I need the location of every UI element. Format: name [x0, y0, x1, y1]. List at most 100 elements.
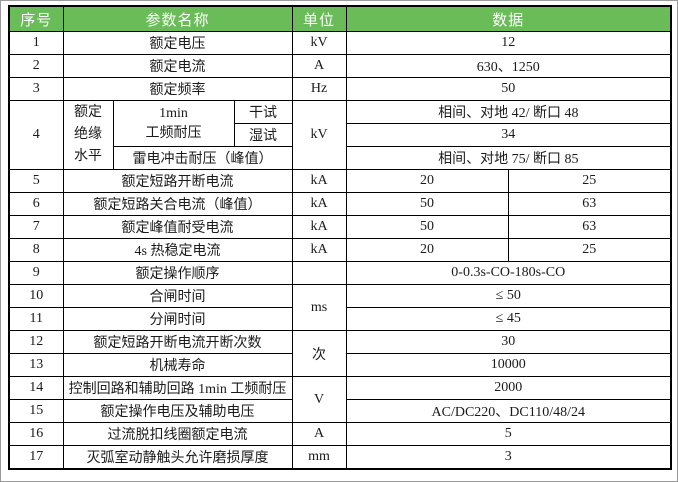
row-9-name: 额定操作顺序 [62, 261, 293, 285]
table-container: 序号 参数名称 单位 数据 1 额定电压 kV 12 2 额定电流 A 630、 [1, 1, 677, 474]
header-row: 序号 参数名称 单位 数据 [8, 5, 672, 32]
row-4-group-line3: 水平 [74, 149, 102, 164]
row-1-no: 1 [8, 31, 64, 55]
row-7-name: 额定峰值耐受电流 [62, 215, 293, 239]
row-16-data: 5 [345, 422, 672, 446]
row-10-name: 合闸时间 [62, 284, 293, 308]
row-4-lightning-data: 相间、对地 75/ 断口 85 [345, 146, 672, 170]
row-9-no: 9 [8, 261, 64, 285]
row-15-name: 额定操作电压及辅助电压 [62, 399, 293, 423]
header-col-data: 数据 [345, 5, 672, 32]
row-2-no: 2 [8, 54, 64, 78]
row-6-name: 额定短路关合电流（峰值） [62, 192, 293, 216]
row-17-no: 17 [8, 445, 64, 469]
row-7-unit: kA [291, 215, 347, 239]
row-7-no: 7 [8, 215, 64, 239]
row-5-data2: 25 [507, 169, 672, 193]
row-10-no: 10 [8, 284, 64, 308]
row-4-wet-label: 湿试 [233, 123, 293, 147]
table-row: 14 控制回路和辅助回路 1min 工频耐压 V 2000 [8, 376, 672, 423]
table-row: 2 额定电流 A 630、1250 [8, 54, 672, 78]
table-row: 16 过流脱扣线圈额定电流 A 5 [8, 422, 672, 446]
row-4-wet-data: 34 [345, 123, 672, 147]
table-row: 湿试 34 [9, 123, 672, 147]
table-row: 17 灭弧室动静触头允许磨损厚度 mm 3 [8, 445, 672, 469]
row-14-15-unit: V [291, 376, 347, 423]
table-row: 5 额定短路开断电流 kA 20 25 [8, 169, 672, 193]
row-17-unit: mm [291, 445, 347, 469]
table-row: 6 额定短路关合电流（峰值） kA 50 63 [8, 192, 672, 216]
row-10-data: ≤ 50 [345, 284, 672, 308]
row-14-name: 控制回路和辅助回路 1min 工频耐压 [62, 376, 293, 400]
row-13-no: 13 [8, 353, 64, 377]
row-9-unit [291, 261, 347, 285]
row-13-data: 10000 [345, 353, 672, 377]
header-col-unit: 单位 [291, 5, 347, 32]
row-8-unit: kA [291, 238, 347, 262]
row-5-name: 额定短路开断电流 [62, 169, 293, 193]
row-6-data1: 50 [345, 192, 509, 216]
table-row: 12 额定短路开断电流开断次数 次 30 [8, 330, 672, 377]
row-4-freq-withstand-label: 1min 工频耐压 [112, 100, 235, 147]
row-16-unit: A [291, 422, 347, 446]
table-row: 8 4s 热稳定电流 kA 20 25 [8, 238, 672, 262]
row-17-name: 灭弧室动静触头允许磨损厚度 [62, 445, 293, 469]
row-15-data: AC/DC220、DC110/48/24 [345, 399, 672, 423]
table-row: 4 额定 绝缘 水平 1min 工频耐压 干试 kV 相间、对地 42/ 断口 … [8, 100, 672, 170]
row-12-data: 30 [345, 330, 672, 354]
row-1-data: 12 [345, 31, 672, 55]
row-7-data2: 63 [507, 215, 672, 239]
row-3-unit: Hz [291, 77, 347, 101]
row-4-group-label: 额定 绝缘 水平 [62, 100, 114, 170]
row-4-group-line2: 绝缘 [74, 127, 102, 142]
table-row: 13 机械寿命 10000 [8, 353, 672, 377]
row-5-data1: 20 [345, 169, 509, 193]
row-6-no: 6 [8, 192, 64, 216]
row-4-dry-data: 相间、对地 42/ 断口 48 [345, 100, 672, 124]
row-12-13-unit: 次 [291, 330, 347, 377]
row-2-unit: A [291, 54, 347, 78]
row-8-name: 4s 热稳定电流 [62, 238, 293, 262]
row-12-no: 12 [8, 330, 64, 354]
row-4-dry-label: 干试 [233, 100, 293, 124]
table-row: 3 额定频率 Hz 50 [8, 77, 672, 101]
row-11-name: 分闸时间 [62, 307, 293, 331]
row-4-freq-line1: 1min [159, 105, 188, 121]
row-16-no: 16 [8, 422, 64, 446]
row-11-no: 11 [8, 307, 64, 331]
row-5-no: 5 [8, 169, 64, 193]
row-7-data1: 50 [345, 215, 509, 239]
row-4-group-line1: 额定 [74, 105, 102, 120]
row-3-no: 3 [8, 77, 64, 101]
row-2-data: 630、1250 [345, 54, 672, 78]
spec-table: 序号 参数名称 单位 数据 1 额定电压 kV 12 2 额定电流 A 630、 [8, 5, 673, 470]
row-11-data: ≤ 45 [345, 307, 672, 331]
row-16-name: 过流脱扣线圈额定电流 [62, 422, 293, 446]
table-row: 11 分闸时间 ≤ 45 [8, 307, 672, 331]
row-15-no: 15 [8, 399, 64, 423]
row-3-data: 50 [345, 77, 672, 101]
row-12-name: 额定短路开断电流开断次数 [62, 330, 293, 354]
row-4-lightning-label: 雷电冲击耐压（峰值） [112, 146, 293, 170]
row-6-data2: 63 [507, 192, 672, 216]
table-row: 15 额定操作电压及辅助电压 AC/DC220、DC110/48/24 [8, 399, 672, 423]
row-1-unit: kV [291, 31, 347, 55]
row-2-name: 额定电流 [62, 54, 293, 78]
row-9-data: 0-0.3s-CO-180s-CO [345, 261, 672, 285]
row-14-no: 14 [8, 376, 64, 400]
row-8-no: 8 [8, 238, 64, 262]
table-row: 10 合闸时间 ms ≤ 50 [8, 284, 672, 331]
row-17-data: 3 [345, 445, 672, 469]
row-10-11-unit: ms [291, 284, 347, 331]
header-col-name: 参数名称 [62, 5, 293, 32]
table-row: 7 额定峰值耐受电流 kA 50 63 [8, 215, 672, 239]
row-5-unit: kA [291, 169, 347, 193]
row-8-data2: 25 [507, 238, 672, 262]
table-row: 1 额定电压 kV 12 [8, 31, 672, 55]
row-8-data1: 20 [345, 238, 509, 262]
row-4-no: 4 [8, 100, 64, 170]
row-6-unit: kA [291, 192, 347, 216]
row-4-unit: kV [291, 100, 347, 170]
row-13-name: 机械寿命 [62, 353, 293, 377]
row-3-name: 额定频率 [62, 77, 293, 101]
